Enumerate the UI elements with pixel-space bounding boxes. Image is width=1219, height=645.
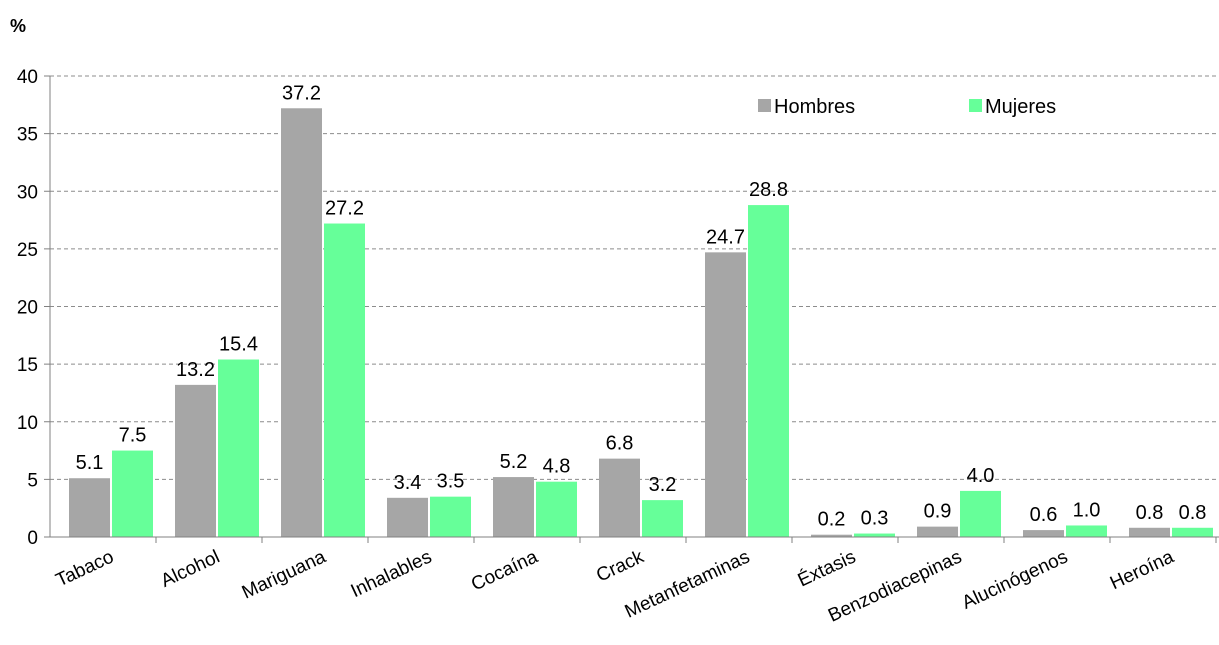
bar-hombres: [493, 477, 534, 537]
data-label: 0.9: [924, 501, 952, 523]
gridlines: [50, 75, 1219, 480]
data-label: 3.4: [394, 472, 422, 494]
bar-mujeres: [854, 533, 895, 537]
bar-hombres: [281, 108, 322, 538]
data-label: 28.8: [749, 179, 788, 201]
category-label: Alcohol: [158, 546, 223, 591]
bar-hombres: [599, 458, 640, 537]
legend-swatch: [758, 99, 771, 112]
bar-hombres: [1129, 527, 1170, 537]
category-label: Alucinógenos: [959, 546, 1071, 613]
y-tick-label: 35: [17, 125, 38, 146]
y-tick-label: 25: [17, 240, 38, 261]
y-tick-label: 5: [27, 470, 38, 491]
y-tick-label: 20: [17, 298, 38, 319]
data-label: 3.2: [649, 474, 677, 496]
data-label: 27.2: [325, 198, 364, 220]
data-label: 4.0: [967, 465, 995, 487]
data-label: 0.8: [1136, 502, 1164, 524]
category-label: Cocaína: [468, 546, 541, 595]
data-label: 1.0: [1073, 499, 1101, 521]
legend: Hombres Mujeres: [758, 96, 1056, 118]
y-tick-label: 15: [17, 355, 38, 376]
y-axis-label: %: [10, 16, 26, 36]
bar-mujeres: [1172, 527, 1213, 537]
category-label: Mariguana: [239, 546, 330, 603]
data-label: 15.4: [219, 334, 258, 356]
data-label: 0.8: [1179, 502, 1207, 524]
data-label: 13.2: [176, 359, 215, 381]
y-axis-ticks: 0 5 10 15 20 25 30 35 40: [17, 67, 50, 549]
bar-mujeres: [748, 205, 789, 537]
category-label: Crack: [593, 546, 647, 586]
bar-mujeres: [112, 450, 153, 537]
bar-hombres: [917, 526, 958, 537]
data-label: 4.8: [543, 456, 571, 478]
bar-mujeres: [960, 490, 1001, 537]
legend-label: Mujeres: [985, 96, 1056, 118]
data-label: 0.2: [818, 509, 846, 531]
data-label: 24.7: [706, 226, 745, 248]
bar-mujeres: [642, 500, 683, 537]
y-tick-label: 30: [17, 182, 38, 203]
data-labels: 5.1 7.5 13.215.4 37.2 27.2 3.4 3.5 5.2 4.8 6.8 3.2…: [76, 82, 1207, 530]
bar-hombres: [69, 478, 110, 537]
category-label: Éxtasis: [795, 546, 859, 591]
data-label: 3.5: [437, 471, 465, 493]
data-label: 37.2: [282, 82, 321, 104]
category-label: Tabaco: [53, 546, 117, 591]
category-labels: Tabaco Alcohol Mariguana Inhalables Cocaína C…: [53, 546, 1178, 626]
data-label: 7.5: [119, 425, 147, 447]
bar-hombres: [387, 497, 428, 537]
category-label: Heroína: [1107, 546, 1178, 594]
legend-swatch: [969, 99, 982, 112]
data-label: 0.3: [861, 508, 889, 530]
bar-hombres: [811, 534, 852, 537]
y-tick-label: 0: [27, 528, 38, 549]
category-label: Inhalables: [348, 546, 435, 602]
data-label: 0.6: [1030, 504, 1058, 526]
bar-hombres: [175, 384, 216, 537]
bar-mujeres: [536, 481, 577, 537]
bar-mujeres: [1066, 525, 1107, 537]
data-label: 6.8: [606, 433, 634, 455]
bar-hombres: [705, 252, 746, 537]
x-axis: [49, 76, 1219, 543]
y-tick-label: 10: [17, 413, 38, 434]
y-tick-label: 40: [17, 67, 38, 88]
bar-mujeres: [430, 496, 471, 537]
data-label: 5.1: [76, 452, 104, 474]
data-label: 5.2: [500, 451, 528, 473]
bar-mujeres: [324, 223, 365, 537]
bar-hombres: [1023, 530, 1064, 537]
bars: [69, 108, 1213, 538]
legend-label: Hombres: [774, 96, 855, 118]
bar-mujeres: [218, 359, 259, 537]
